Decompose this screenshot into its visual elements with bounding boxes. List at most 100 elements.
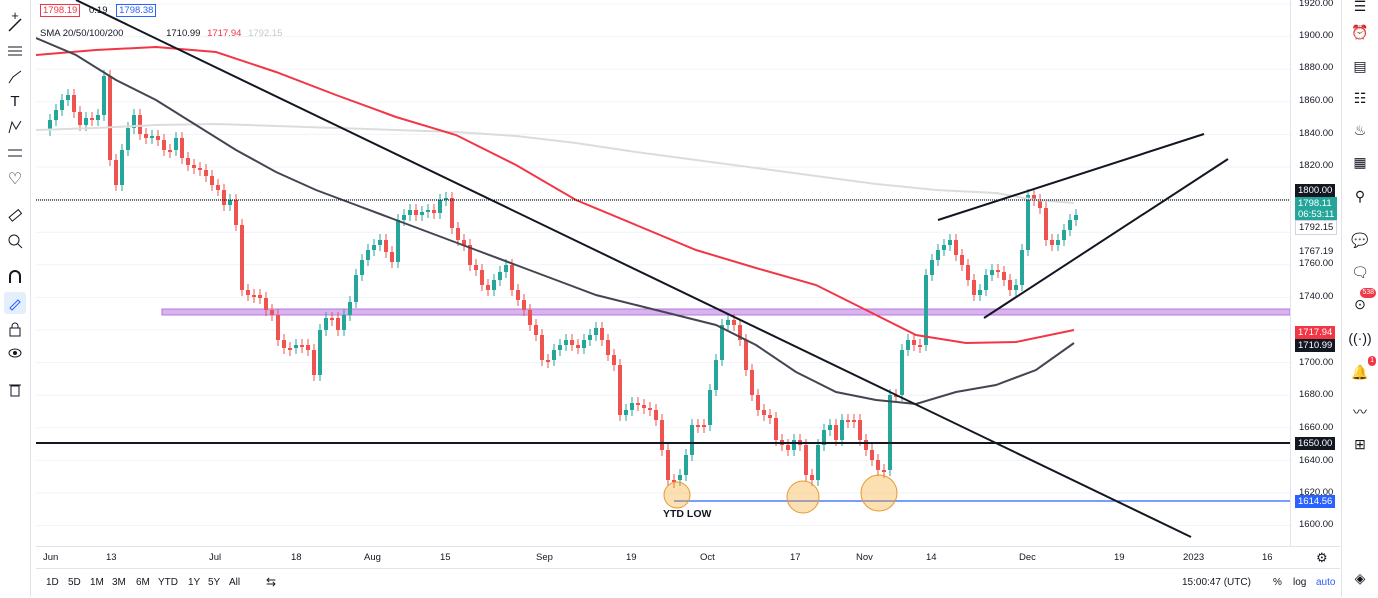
candle bbox=[1002, 272, 1006, 280]
candle bbox=[678, 475, 682, 480]
time-tick: 17 bbox=[790, 552, 801, 563]
streams-icon[interactable]: ⊙ 538 bbox=[1354, 288, 1376, 312]
chat-icon[interactable]: 💬 bbox=[1351, 231, 1369, 248]
goto-date-icon[interactable]: ⇆ bbox=[266, 575, 277, 589]
candle bbox=[1056, 240, 1060, 245]
ytd-low-circle-1 bbox=[663, 481, 691, 509]
data-window-icon[interactable]: ☷ bbox=[1353, 89, 1367, 106]
candle bbox=[900, 350, 904, 395]
candle bbox=[408, 210, 412, 215]
candle bbox=[114, 160, 118, 185]
comments-icon[interactable]: 🗨 bbox=[1351, 263, 1369, 280]
price-tick: 1820.00 bbox=[1299, 160, 1334, 171]
crosshair-icon[interactable]: + bbox=[11, 7, 19, 23]
forecast-icon[interactable] bbox=[4, 142, 26, 164]
candle bbox=[882, 470, 886, 472]
time-tick: 15 bbox=[440, 552, 451, 563]
brush-icon[interactable] bbox=[4, 66, 26, 88]
sma-label: SMA 20/50/100/200 bbox=[40, 28, 124, 39]
candle bbox=[510, 265, 514, 290]
candle bbox=[720, 325, 724, 360]
candle bbox=[1038, 200, 1042, 208]
range-button-5y[interactable]: 5Y bbox=[208, 577, 221, 588]
trash-icon[interactable] bbox=[4, 378, 26, 400]
lock-icon[interactable] bbox=[4, 318, 26, 340]
range-button-3m[interactable]: 3M bbox=[112, 577, 126, 588]
price-label-1800: 1800.00 bbox=[1295, 184, 1336, 197]
percent-toggle[interactable]: % bbox=[1273, 577, 1282, 588]
candle bbox=[372, 245, 376, 250]
chart-canvas[interactable] bbox=[35, 0, 1291, 546]
bid-price[interactable]: 1798.19 bbox=[40, 4, 81, 17]
candle bbox=[930, 260, 934, 275]
range-button-1m[interactable]: 1M bbox=[90, 577, 104, 588]
price-tick: 1680.00 bbox=[1299, 389, 1334, 400]
candle bbox=[60, 100, 64, 110]
zoom-icon[interactable] bbox=[4, 230, 26, 252]
candle bbox=[396, 220, 400, 262]
range-button-all[interactable]: All bbox=[229, 577, 241, 588]
utc-clock[interactable]: 15:00:47 (UTC) bbox=[1182, 577, 1251, 588]
candle bbox=[1020, 250, 1024, 285]
notifications-bell-icon[interactable]: 🔔 1 bbox=[1351, 356, 1376, 380]
pattern-icon[interactable] bbox=[4, 116, 26, 138]
candle bbox=[390, 252, 394, 262]
news-icon[interactable]: ▤ bbox=[1353, 57, 1367, 74]
candle bbox=[222, 190, 226, 205]
log-toggle[interactable]: log bbox=[1293, 577, 1307, 588]
candle bbox=[564, 340, 568, 345]
heart-icon[interactable]: ♡ bbox=[7, 171, 23, 188]
range-button-1d[interactable]: 1D bbox=[46, 577, 59, 588]
idea-bulb-icon[interactable]: ⚲ bbox=[1354, 187, 1366, 204]
candle bbox=[1014, 285, 1018, 290]
layers-icon[interactable]: ◈ bbox=[1354, 569, 1366, 586]
candle bbox=[288, 348, 292, 350]
sma-legend[interactable]: SMA 20/50/100/200 1710.99 1717.94 1792.1… bbox=[40, 28, 282, 39]
candle bbox=[612, 355, 616, 365]
candle bbox=[240, 225, 244, 290]
candle bbox=[438, 200, 442, 213]
candle bbox=[702, 425, 706, 427]
candle bbox=[174, 138, 178, 150]
price-chart[interactable] bbox=[35, 0, 1291, 546]
candle bbox=[276, 315, 280, 340]
sma100-value: 1792.15 bbox=[248, 28, 283, 39]
alarm-clock-icon[interactable]: ⏰ bbox=[1351, 23, 1369, 40]
price-scale[interactable]: 1920.00 1900.00 1880.00 1860.00 1840.00 1820.… bbox=[1290, 0, 1341, 546]
text-icon[interactable]: T bbox=[10, 92, 20, 110]
eye-icon[interactable] bbox=[4, 342, 26, 364]
candle bbox=[732, 320, 736, 325]
watchlist-icon[interactable]: ☰ bbox=[1353, 0, 1367, 14]
candle bbox=[738, 325, 742, 340]
candle bbox=[1008, 280, 1012, 290]
candle bbox=[456, 228, 460, 240]
ruler-icon[interactable] bbox=[4, 204, 26, 226]
candle bbox=[168, 150, 172, 152]
price-tick: 1740.00 bbox=[1299, 291, 1334, 302]
candle bbox=[942, 245, 946, 250]
range-button-5d[interactable]: 5D bbox=[68, 577, 81, 588]
time-tick: 2023 bbox=[1183, 552, 1205, 563]
calendar-icon[interactable]: ▦ bbox=[1353, 153, 1367, 170]
hotlist-fire-icon[interactable]: ♨ bbox=[1353, 121, 1367, 138]
candle bbox=[264, 298, 268, 310]
range-button-6m[interactable]: 6M bbox=[136, 577, 150, 588]
range-button-ytd[interactable]: YTD bbox=[158, 577, 178, 588]
candle bbox=[504, 265, 508, 272]
auto-toggle[interactable]: auto bbox=[1316, 577, 1336, 588]
magnet-icon[interactable] bbox=[4, 266, 26, 288]
time-scale[interactable]: Jun 13 Jul 18 Aug 15 Sep 19 Oct 17 Nov 14 Dec 19 2023 1… bbox=[36, 546, 1340, 569]
fib-icon[interactable] bbox=[4, 40, 26, 62]
broadcast-icon[interactable]: ((·)) bbox=[1348, 330, 1372, 346]
trendline-icon[interactable] bbox=[4, 14, 26, 36]
time-tick: Oct bbox=[700, 552, 715, 563]
pine-icon[interactable]: 〰 bbox=[1353, 404, 1367, 420]
candle bbox=[204, 170, 208, 176]
price-tick: 1700.00 bbox=[1299, 357, 1334, 368]
stay-drawing-icon[interactable] bbox=[4, 292, 26, 314]
ask-price[interactable]: 1798.38 bbox=[116, 4, 157, 17]
range-button-1y[interactable]: 1Y bbox=[188, 577, 201, 588]
candle bbox=[840, 420, 844, 440]
settings-gear-icon[interactable]: ⚙ bbox=[1316, 550, 1328, 565]
dom-icon[interactable]: ⊞ bbox=[1354, 435, 1366, 452]
